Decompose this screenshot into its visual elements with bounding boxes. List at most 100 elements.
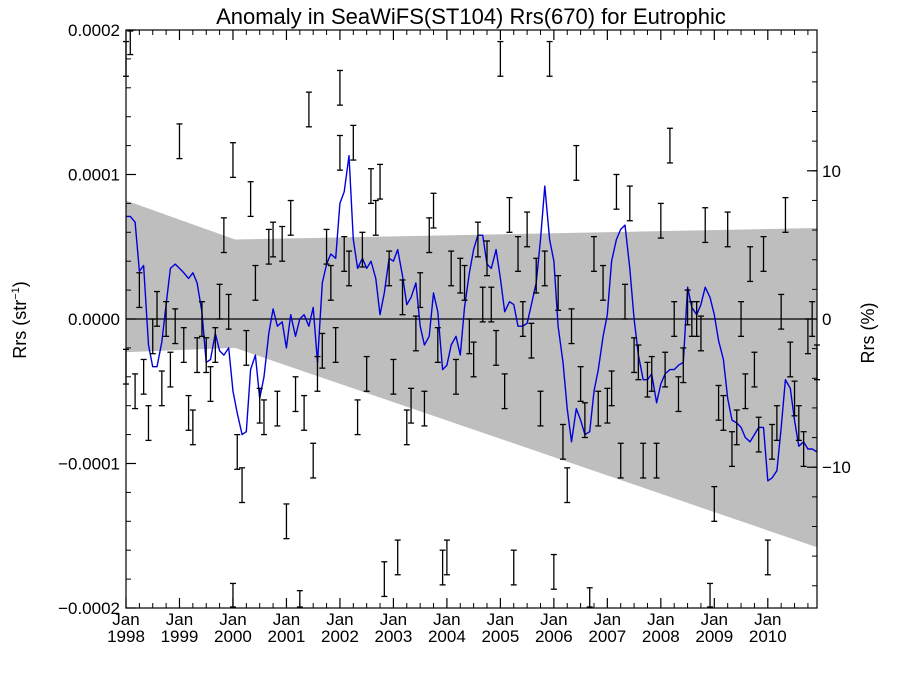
y-axis-label-main: Rrs (str <box>10 300 30 359</box>
x-tick-month-label: Jan <box>754 610 781 629</box>
error-bar-18 <box>198 301 205 337</box>
error-bar-25 <box>229 142 236 179</box>
y-axis-label-close: ) <box>10 281 30 287</box>
error-bar-152 <box>787 341 794 378</box>
y2-tick-label: 0 <box>822 310 831 329</box>
error-bar-72 <box>430 192 437 229</box>
error-bar-35 <box>270 221 277 258</box>
x-tick-year-label: 2009 <box>695 627 733 646</box>
error-bar-119 <box>640 442 647 479</box>
error-bar-12 <box>172 308 179 345</box>
x-tick-month-label: Jan <box>647 610 674 629</box>
x-tick-month-label: Jan <box>166 610 193 629</box>
error-bar-36 <box>274 390 281 427</box>
error-bar-106 <box>581 402 588 439</box>
y-tick-label: −0.0001 <box>58 455 120 474</box>
x-tick-year-label: 2005 <box>481 627 519 646</box>
error-bar-layer <box>123 30 820 608</box>
x-tick-month-label: Jan <box>433 610 460 629</box>
error-bar-68 <box>412 315 419 352</box>
error-bar-136 <box>715 384 722 421</box>
error-bar-51 <box>336 69 343 106</box>
error-bar-10 <box>163 301 170 337</box>
y2-tick-label: 10 <box>822 162 841 181</box>
error-bar-2 <box>127 30 134 56</box>
error-bar-140 <box>733 409 740 446</box>
error-bar-21 <box>212 327 219 364</box>
x-tick-year-label: 2010 <box>749 627 787 646</box>
error-bar-105 <box>577 366 584 403</box>
error-bar-6 <box>145 405 152 442</box>
error-bar-81 <box>470 341 477 378</box>
error-bar-38 <box>283 503 290 540</box>
error-bar-87 <box>497 40 504 77</box>
error-bar-150 <box>778 293 785 330</box>
x-tick-year-label: 2003 <box>375 627 413 646</box>
error-bar-114 <box>617 442 624 479</box>
error-bar-79 <box>461 264 468 301</box>
error-bar-115 <box>621 283 628 320</box>
error-bar-63 <box>390 358 397 395</box>
confidence-band <box>126 200 817 548</box>
x-tick-year-label: 2007 <box>588 627 626 646</box>
x-tick-month-label: Jan <box>219 610 246 629</box>
x-tick-month-label: Jan <box>380 610 407 629</box>
error-bar-11 <box>167 351 174 388</box>
x-tick-year-label: 1998 <box>107 627 145 646</box>
error-bar-7 <box>149 318 156 355</box>
y-axis-label: Rrs (str−1) <box>10 281 30 359</box>
error-bar-66 <box>403 409 410 446</box>
error-bar-45 <box>314 355 321 392</box>
x-tick-month-label: Jan <box>326 610 353 629</box>
error-bar-22 <box>216 283 223 320</box>
error-bar-94 <box>528 322 535 359</box>
error-bar-49 <box>332 327 339 364</box>
error-bar-23 <box>220 217 227 254</box>
error-bar-13 <box>176 123 183 160</box>
error-bar-153 <box>791 380 798 417</box>
error-bar-123 <box>657 202 664 239</box>
error-bar-118 <box>635 344 642 381</box>
error-bar-15 <box>185 394 192 431</box>
error-bar-135 <box>711 485 718 522</box>
error-bar-61 <box>381 561 388 598</box>
error-bar-143 <box>747 246 754 283</box>
error-bar-37 <box>279 225 286 262</box>
error-bar-47 <box>323 228 330 265</box>
error-bar-137 <box>720 394 727 431</box>
error-bar-58 <box>367 168 374 205</box>
error-bar-121 <box>648 355 655 392</box>
error-bar-3 <box>132 373 139 410</box>
error-bar-99 <box>550 553 557 590</box>
error-bar-109 <box>595 390 602 427</box>
error-bar-122 <box>653 442 660 479</box>
error-bar-54 <box>350 124 357 161</box>
error-bar-20 <box>207 366 214 403</box>
y2-axis-label: Rrs (%) <box>858 303 878 364</box>
error-bar-82 <box>474 221 481 258</box>
error-bar-42 <box>301 394 308 431</box>
error-bar-74 <box>439 549 446 586</box>
error-bar-77 <box>452 358 459 395</box>
error-bar-19 <box>203 337 210 374</box>
error-bar-92 <box>519 301 526 337</box>
error-bar-73 <box>434 327 441 364</box>
error-bar-139 <box>728 431 735 468</box>
error-bar-16 <box>189 409 196 446</box>
error-bar-91 <box>515 235 522 272</box>
error-bar-64 <box>394 539 401 576</box>
error-bar-134 <box>707 582 714 608</box>
error-bar-8 <box>154 290 161 327</box>
error-bar-50 <box>336 134 343 171</box>
error-bar-100 <box>555 274 562 311</box>
error-bar-141 <box>738 301 745 337</box>
error-bar-93 <box>524 211 531 248</box>
error-bar-40 <box>292 376 299 413</box>
error-bar-53 <box>346 250 353 287</box>
error-bar-133 <box>702 207 709 244</box>
error-bar-101 <box>559 423 566 460</box>
error-bar-76 <box>448 250 455 287</box>
error-bar-32 <box>256 387 263 424</box>
error-bar-98 <box>546 40 553 77</box>
